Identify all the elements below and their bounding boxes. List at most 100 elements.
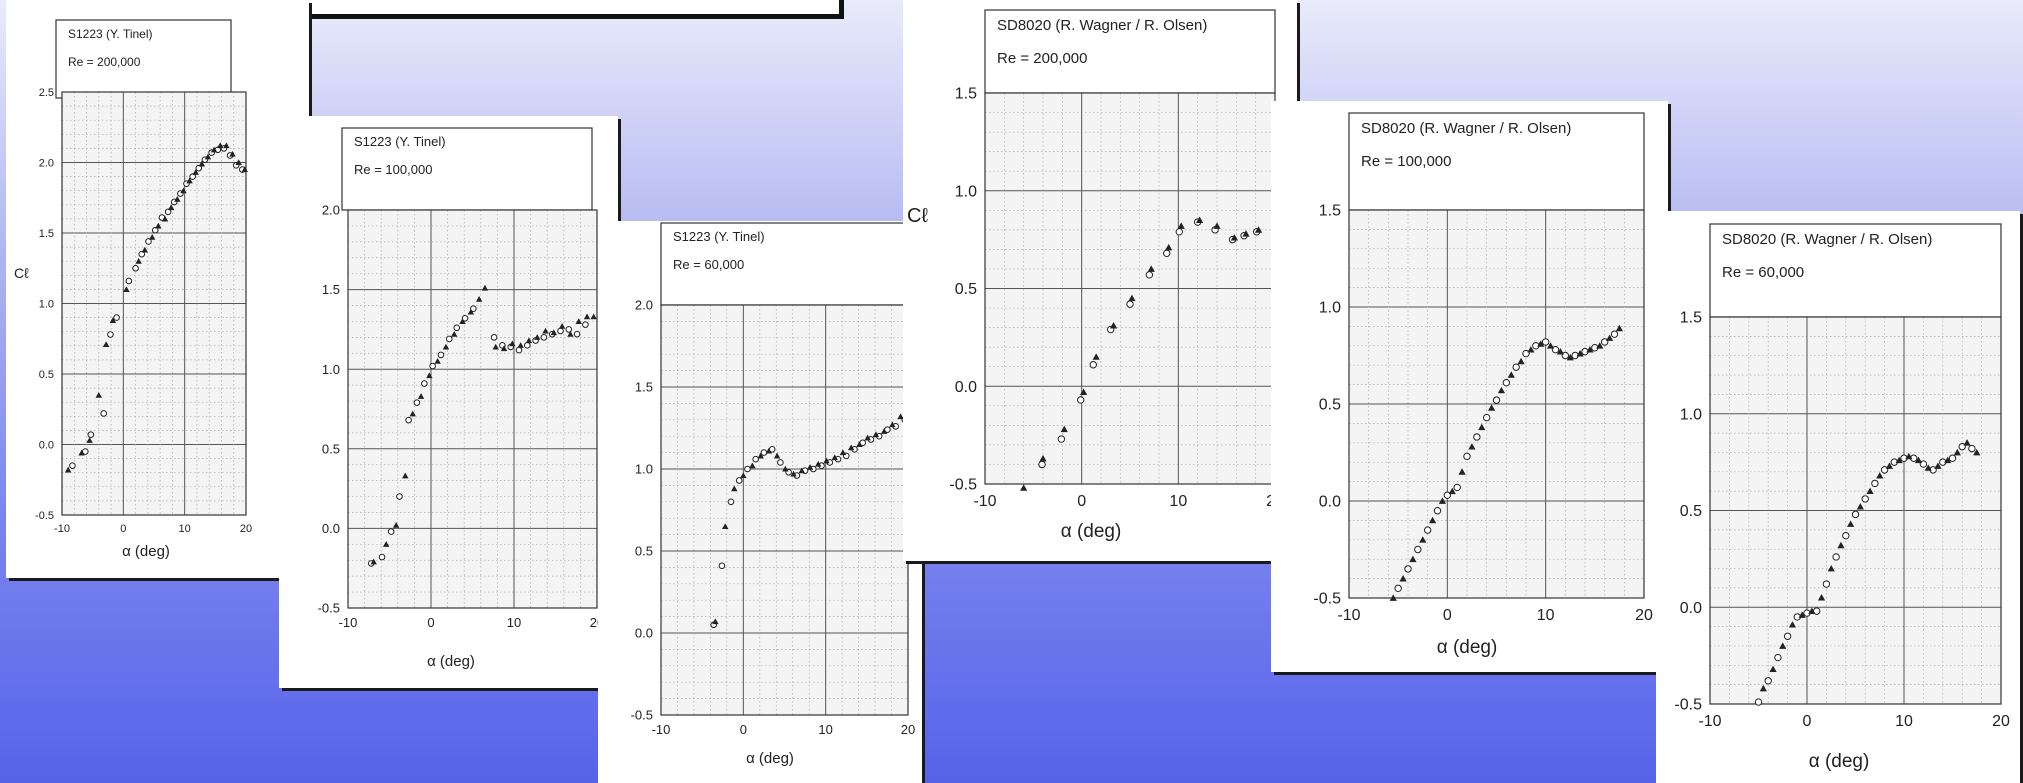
y-tick-label: 0.5 xyxy=(1680,503,1702,520)
x-tick-label: 10 xyxy=(818,722,832,737)
x-tick-label: 10 xyxy=(179,523,191,535)
data-point-circle xyxy=(523,342,531,349)
data-point-circle xyxy=(1057,435,1066,443)
data-point-circle xyxy=(565,326,573,333)
chart-panel-sd8020-re200k: SD8020 (R. Wagner / R. Olsen) Re = 200,00… xyxy=(903,0,1297,561)
y-tick-label: 2.5 xyxy=(39,87,54,99)
y-axis-label: Cℓ xyxy=(907,205,928,227)
data-point-triangle xyxy=(174,195,181,202)
data-point-triangle xyxy=(712,618,719,625)
data-point-triangle xyxy=(161,215,169,222)
chart-subtitle: Re = 200,000 xyxy=(997,50,1088,67)
data-point-triangle xyxy=(235,159,242,166)
y-tick-label: 1.0 xyxy=(39,298,54,310)
data-point-triangle xyxy=(1615,324,1624,332)
chart-svg: SD8020 (R. Wagner / R. Olsen) Re = 100,00… xyxy=(1313,112,1653,658)
data-point-triangle xyxy=(1468,443,1476,450)
data-point-triangle xyxy=(1596,342,1604,349)
data-point-triangle xyxy=(442,343,450,350)
data-point-triangle xyxy=(1409,555,1417,563)
x-axis-label: α (deg) xyxy=(1061,521,1122,542)
data-point-triangle xyxy=(740,472,747,479)
data-point-triangle xyxy=(782,465,789,472)
data-point-circle xyxy=(1764,677,1772,685)
chart-title: SD8020 (R. Wagner / R. Olsen) xyxy=(997,17,1207,34)
y-axis-label: Cℓ xyxy=(14,265,29,281)
data-point-triangle xyxy=(1934,462,1942,469)
data-point-triangle xyxy=(204,153,212,160)
data-point-triangle xyxy=(1242,230,1250,237)
x-tick-label: 0 xyxy=(1077,493,1086,510)
data-point-circle xyxy=(1453,483,1461,492)
data-point-triangle xyxy=(542,327,549,334)
data-point-triangle xyxy=(567,330,574,337)
data-point-circle xyxy=(727,498,735,506)
data-point-circle xyxy=(1443,491,1452,499)
data-point-triangle xyxy=(1487,404,1496,411)
data-point-circle xyxy=(1492,396,1501,404)
title-box xyxy=(341,127,593,211)
data-point-triangle xyxy=(1808,607,1816,614)
data-point-circle xyxy=(557,327,564,335)
data-point-circle xyxy=(1861,495,1869,503)
data-point-triangle xyxy=(102,341,110,347)
y-tick-label: 0.0 xyxy=(1680,600,1702,617)
data-point-triangle xyxy=(1895,456,1903,464)
data-point-triangle xyxy=(1924,464,1932,471)
y-tick-label: 0.0 xyxy=(322,521,340,536)
x-tick-label: 0 xyxy=(1443,607,1452,624)
data-point-triangle xyxy=(1478,423,1486,431)
data-point-triangle xyxy=(1566,353,1574,361)
x-axis-label: α (deg) xyxy=(427,653,475,670)
data-point-triangle xyxy=(78,449,85,456)
data-point-circle xyxy=(573,330,581,338)
data-point-triangle xyxy=(434,358,441,364)
data-point-triangle xyxy=(517,342,524,348)
data-point-triangle xyxy=(1905,452,1913,460)
x-tick-label: -10 xyxy=(339,615,358,630)
data-point-circle xyxy=(752,455,759,463)
data-point-circle xyxy=(1512,363,1520,371)
data-point-triangle xyxy=(1428,516,1437,524)
data-point-triangle xyxy=(241,166,248,173)
data-point-circle xyxy=(421,380,428,387)
y-tick-label: 1.5 xyxy=(322,282,340,297)
x-axis-label: α (deg) xyxy=(1437,637,1498,658)
chart-svg: SD8020 (R. Wagner / R. Olsen) Re = 200,00… xyxy=(907,9,1284,542)
chart-svg: S1223 (Y. Tinel) Re = 60,000 2.0 1.5 1.0 0.5 0… xyxy=(631,222,920,767)
data-point-triangle xyxy=(481,284,489,291)
y-tick-label: 1.5 xyxy=(1680,310,1702,327)
data-point-triangle xyxy=(1128,294,1136,302)
data-point-circle xyxy=(145,238,152,245)
data-point-circle xyxy=(1433,507,1442,515)
x-tick-label: -10 xyxy=(1337,607,1360,624)
data-point-circle xyxy=(164,208,172,216)
y-tick-label: 1.5 xyxy=(955,86,977,103)
data-point-triangle xyxy=(1213,222,1221,229)
data-point-triangle xyxy=(831,454,838,461)
data-point-triangle xyxy=(467,308,475,315)
data-point-triangle xyxy=(757,452,764,459)
data-point-circle xyxy=(1541,338,1550,346)
data-point-circle xyxy=(1482,413,1491,422)
data-point-triangle xyxy=(1527,346,1535,353)
data-point-triangle xyxy=(790,470,797,477)
x-tick-label: 0 xyxy=(427,615,434,630)
data-point-triangle xyxy=(148,234,156,240)
data-point-circle xyxy=(1473,433,1481,441)
data-point-circle xyxy=(387,528,395,535)
data-point-circle xyxy=(107,331,114,338)
data-point-circle xyxy=(1600,338,1609,346)
data-point-triangle xyxy=(1963,439,1971,446)
chart-panel-s1223-re60k: S1223 (Y. Tinel) Re = 60,000 2.0 1.5 1.0 0.5 0… xyxy=(598,221,922,783)
data-point-circle xyxy=(125,277,133,285)
y-tick-label: -0.5 xyxy=(1674,697,1702,714)
data-point-triangle xyxy=(749,462,756,469)
x-tick-label: -10 xyxy=(1698,713,1721,730)
y-tick-label: 1.0 xyxy=(955,183,977,200)
data-point-triangle xyxy=(1254,226,1263,233)
data-point-triangle xyxy=(1109,322,1118,329)
data-point-triangle xyxy=(1779,642,1787,649)
chart-subtitle: Re = 200,000 xyxy=(68,55,141,69)
data-point-triangle xyxy=(1389,594,1397,601)
